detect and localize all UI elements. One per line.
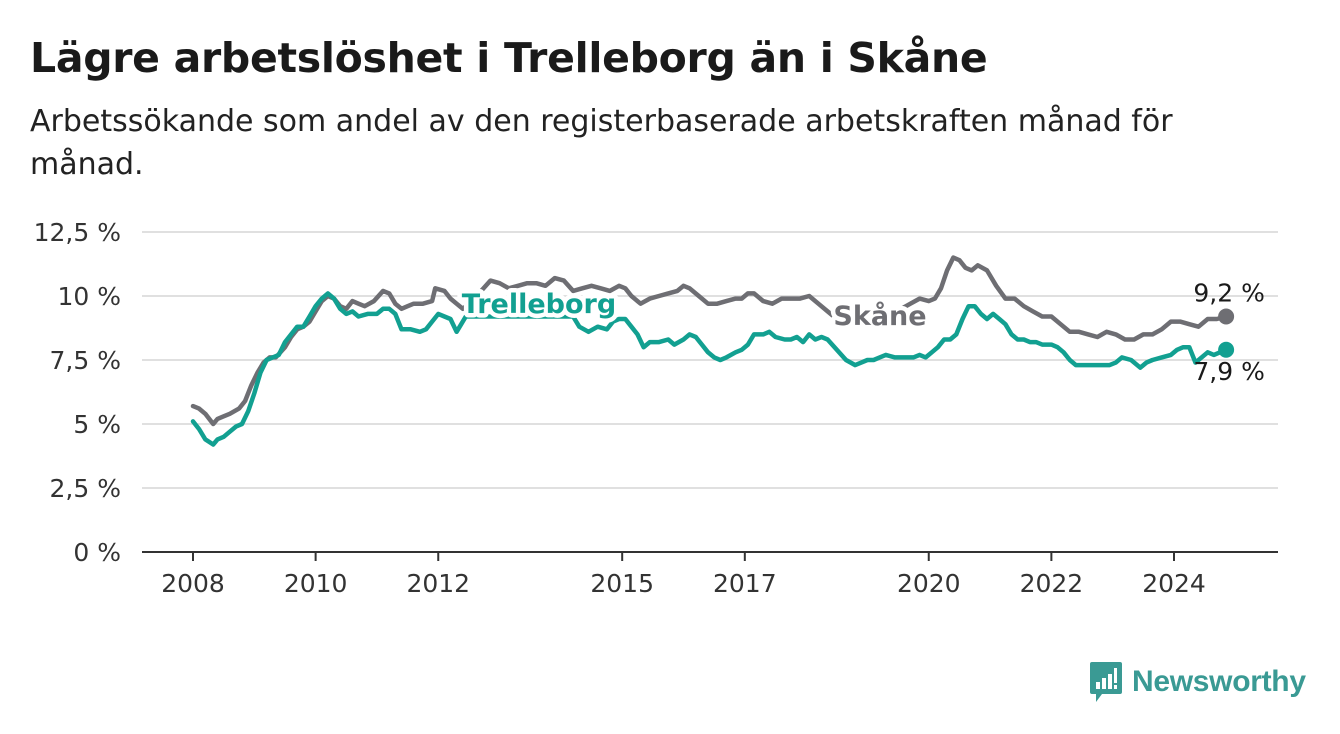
series-end-marker — [1218, 308, 1235, 325]
y-tick-label: 10 % — [57, 282, 121, 311]
y-tick-label: 5 % — [73, 410, 121, 439]
y-axis-ticks: 0 % 2,5 % 5 % 7,5 % 10 % 12,5 % — [34, 218, 121, 567]
y-tick-label: 7,5 % — [50, 346, 121, 375]
chart-subtitle: Arbetssökande som andel av den registerb… — [30, 104, 1173, 182]
y-tick-label: 0 % — [73, 538, 121, 567]
y-tick-label: 2,5 % — [50, 474, 121, 503]
series-end-marker — [1218, 341, 1235, 358]
x-axis-ticks: 2008 2010 2012 2015 2017 2020 2022 2024 — [161, 552, 1206, 598]
x-tick-label: 2010 — [284, 569, 348, 598]
x-tick-label: 2017 — [713, 569, 777, 598]
series-labels: 9,2 % 7,9 % Trelleborg Skåne — [457, 278, 1265, 386]
x-tick-label: 2022 — [1020, 569, 1084, 598]
chart-title: Lägre arbetslöshet i Trelleborg än i Skå… — [30, 34, 988, 82]
series-line-skåne — [190, 255, 1229, 427]
series-end-value: 9,2 % — [1193, 278, 1264, 307]
series-lines — [190, 255, 1235, 447]
series-end-value: 7,9 % — [1193, 357, 1264, 386]
newsworthy-logo: Newsworthy — [1088, 660, 1306, 704]
series-line-trelleborg — [190, 291, 1229, 447]
series-name-label: Trelleborg — [462, 289, 616, 320]
newsworthy-logo-icon — [1090, 662, 1122, 702]
x-tick-label: 2024 — [1142, 569, 1206, 598]
y-tick-label: 12,5 % — [34, 218, 121, 247]
x-tick-label: 2020 — [897, 569, 961, 598]
newsworthy-logo-text: Newsworthy — [1132, 665, 1306, 698]
gridlines — [142, 231, 1278, 553]
series-name-label: Skåne — [833, 300, 926, 332]
x-tick-label: 2008 — [161, 569, 225, 598]
x-tick-label: 2015 — [590, 569, 654, 598]
x-tick-label: 2012 — [406, 569, 470, 598]
